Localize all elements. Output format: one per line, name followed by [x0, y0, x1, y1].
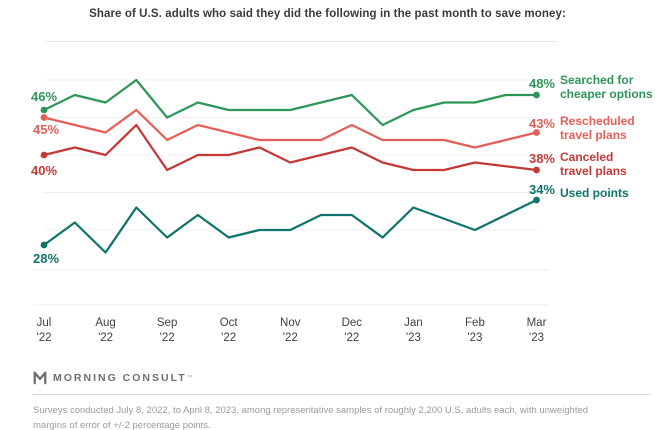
end-dot-used-points — [533, 196, 540, 204]
chart-title: Share of U.S. adults who said they did t… — [89, 8, 566, 20]
month-name: Sep — [156, 317, 178, 329]
start-value-label-canceled-travel-plans: 40% — [31, 163, 58, 178]
month-name: Mar — [526, 317, 547, 329]
start-value-label-searched-for-cheaper-options: 46% — [31, 89, 58, 104]
start-value-label-used-points: 28% — [33, 251, 60, 266]
end-value-label-rescheduled-travel-plans: 43% — [528, 115, 555, 131]
x-axis-label-aug: Aug '22 — [95, 316, 115, 346]
start-value-label-rescheduled-travel-plans: 45% — [33, 121, 60, 137]
month-year: '22 — [344, 332, 360, 344]
title-divider — [45, 41, 557, 42]
month-year: '23 — [529, 332, 544, 344]
footnote-text: Surveys conducted July 8, 2022, to April… — [33, 405, 589, 430]
x-axis-label-dec: Dec '22 — [342, 316, 362, 346]
month-name: Dec — [341, 317, 363, 329]
month-year: '23 — [405, 332, 421, 344]
month-year: '22 — [159, 332, 175, 344]
legend-rescheduled-travel-plans: Rescheduled travel plans — [560, 114, 635, 142]
end-value-label-used-points: 34% — [528, 182, 555, 197]
x-axis-label-oct: Oct '22 — [220, 316, 238, 346]
month-name: Aug — [95, 317, 116, 329]
start-dot-rescheduled-travel-plans — [40, 114, 48, 121]
end-dot-canceled-travel-plans — [533, 166, 540, 174]
month-year: '23 — [467, 332, 483, 344]
series-line-searched-for-cheaper-options — [43, 78, 537, 127]
x-axis-label-sep: Sep '22 — [157, 316, 177, 346]
legend-line: cheaper options — [560, 87, 653, 101]
series-line-rescheduled-travel-plans — [43, 108, 537, 149]
month-name: Nov — [280, 317, 301, 329]
series-line-canceled-travel-plans — [43, 123, 537, 172]
legend-canceled-travel-plans: Canceled travel plans — [560, 150, 627, 178]
month-year: '22 — [221, 332, 237, 344]
start-dot-used-points — [40, 241, 48, 249]
x-axis-label-feb: Feb '23 — [465, 316, 485, 346]
morning-consult-mark-icon — [33, 371, 47, 385]
start-dot-canceled-travel-plans — [40, 151, 48, 159]
month-name: Oct — [219, 317, 238, 329]
legend-line: Searched for — [560, 73, 634, 87]
legend-used-points: Used points — [560, 186, 629, 200]
month-name: Jan — [404, 317, 423, 329]
legend-line: Used points — [560, 186, 629, 200]
x-axis-label-mar: Mar '23 — [527, 316, 547, 346]
month-name: Feb — [465, 317, 485, 329]
start-dot-searched-for-cheaper-options — [40, 106, 48, 114]
legend-searched-for-cheaper-options: Searched for cheaper options — [560, 73, 653, 101]
legend-line: travel plans — [560, 164, 627, 178]
month-name: Jul — [36, 317, 52, 329]
month-year: '22 — [98, 332, 114, 344]
legend-line: Rescheduled — [560, 114, 635, 128]
end-value-label-canceled-travel-plans: 38% — [528, 151, 555, 166]
morning-consult-logo: MORNING CONSULT ™ — [33, 371, 193, 385]
month-year: '22 — [36, 332, 52, 344]
logo-text: MORNING CONSULT — [53, 372, 187, 384]
series-line-used-points — [43, 198, 537, 254]
end-dot-searched-for-cheaper-options — [533, 91, 540, 99]
legend-line: Canceled — [560, 150, 614, 164]
end-value-label-searched-for-cheaper-options: 48% — [528, 76, 555, 91]
x-axis-label-jul: Jul '22 — [37, 316, 52, 346]
x-axis-label-jan: Jan '23 — [404, 316, 423, 346]
legend-line: travel plans — [560, 128, 627, 142]
end-dot-rescheduled-travel-plans — [533, 129, 540, 136]
footer-divider — [33, 394, 650, 395]
logo-trademark: ™ — [186, 375, 193, 381]
month-year: '22 — [282, 332, 298, 344]
x-axis-label-nov: Nov '22 — [280, 316, 300, 346]
